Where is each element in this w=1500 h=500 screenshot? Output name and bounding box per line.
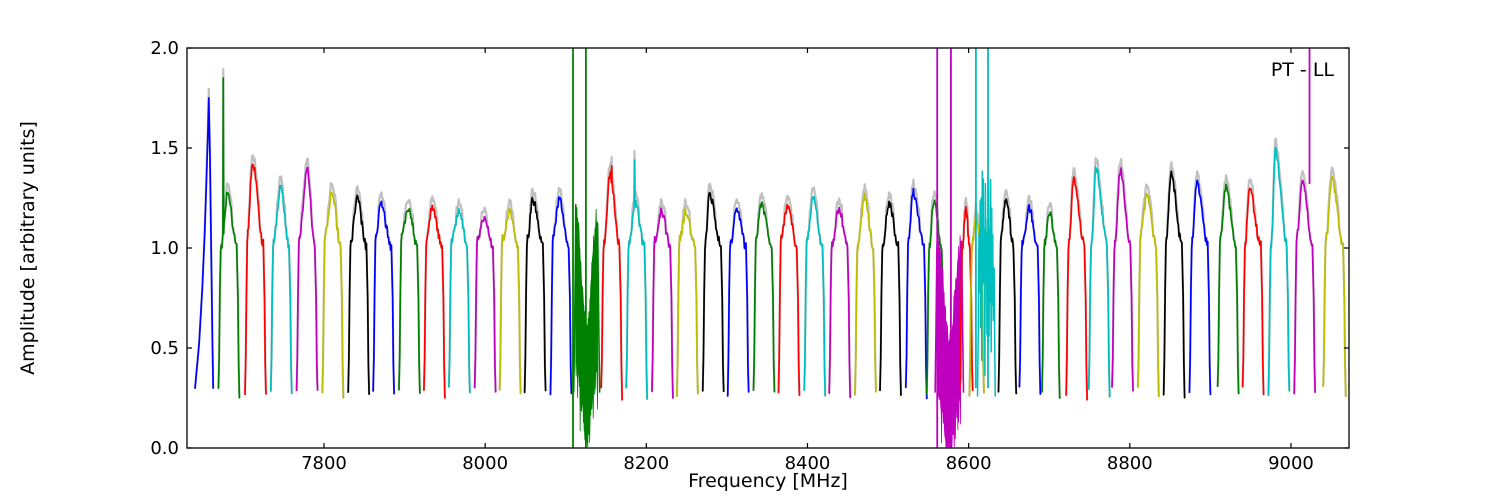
y-tick-label: 1.5 <box>150 138 179 159</box>
x-tick-label: 8400 <box>785 453 831 474</box>
y-tick-label: 2.0 <box>150 38 179 59</box>
x-tick-label: 7800 <box>301 453 347 474</box>
plot-area <box>193 48 1347 448</box>
x-axis-label: Frequency [MHz] <box>688 470 848 492</box>
x-tick-label: 8600 <box>946 453 992 474</box>
x-tick-label: 8000 <box>462 453 508 474</box>
x-tick-label: 8200 <box>623 453 669 474</box>
x-tick-label: 9000 <box>1268 453 1314 474</box>
corner-label: PT - LL <box>1270 59 1334 81</box>
y-tick-label: 0.0 <box>150 438 179 459</box>
y-tick-label: 1.0 <box>150 238 179 259</box>
axes-frame <box>186 47 1350 449</box>
y-tick-label: 0.5 <box>150 338 179 359</box>
x-tick-label: 8800 <box>1107 453 1153 474</box>
y-axis-label: Amplitude [arbitrary units] <box>17 121 39 375</box>
